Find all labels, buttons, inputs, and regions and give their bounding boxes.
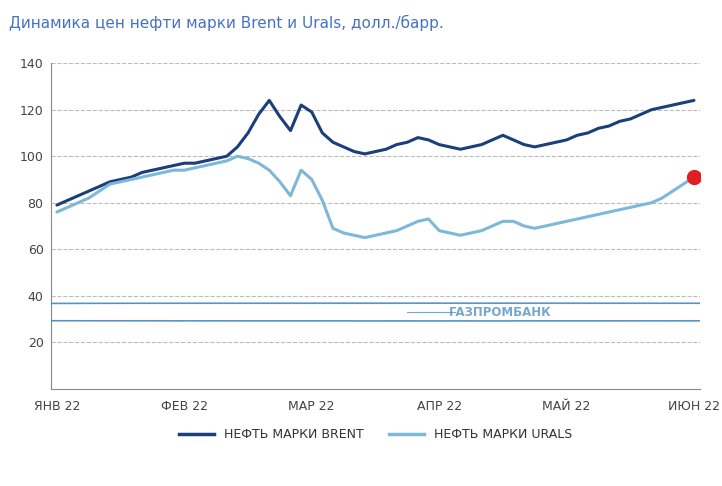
Text: ГАЗПРОМБАНК: ГАЗПРОМБАНК [448, 306, 552, 318]
Text: Динамика цен нефти марки Brent и Urals, долл./барр.: Динамика цен нефти марки Brent и Urals, … [9, 15, 443, 31]
Legend: НЕФТЬ МАРКИ BRENT, НЕФТЬ МАРКИ URALS: НЕФТЬ МАРКИ BRENT, НЕФТЬ МАРКИ URALS [174, 423, 577, 446]
